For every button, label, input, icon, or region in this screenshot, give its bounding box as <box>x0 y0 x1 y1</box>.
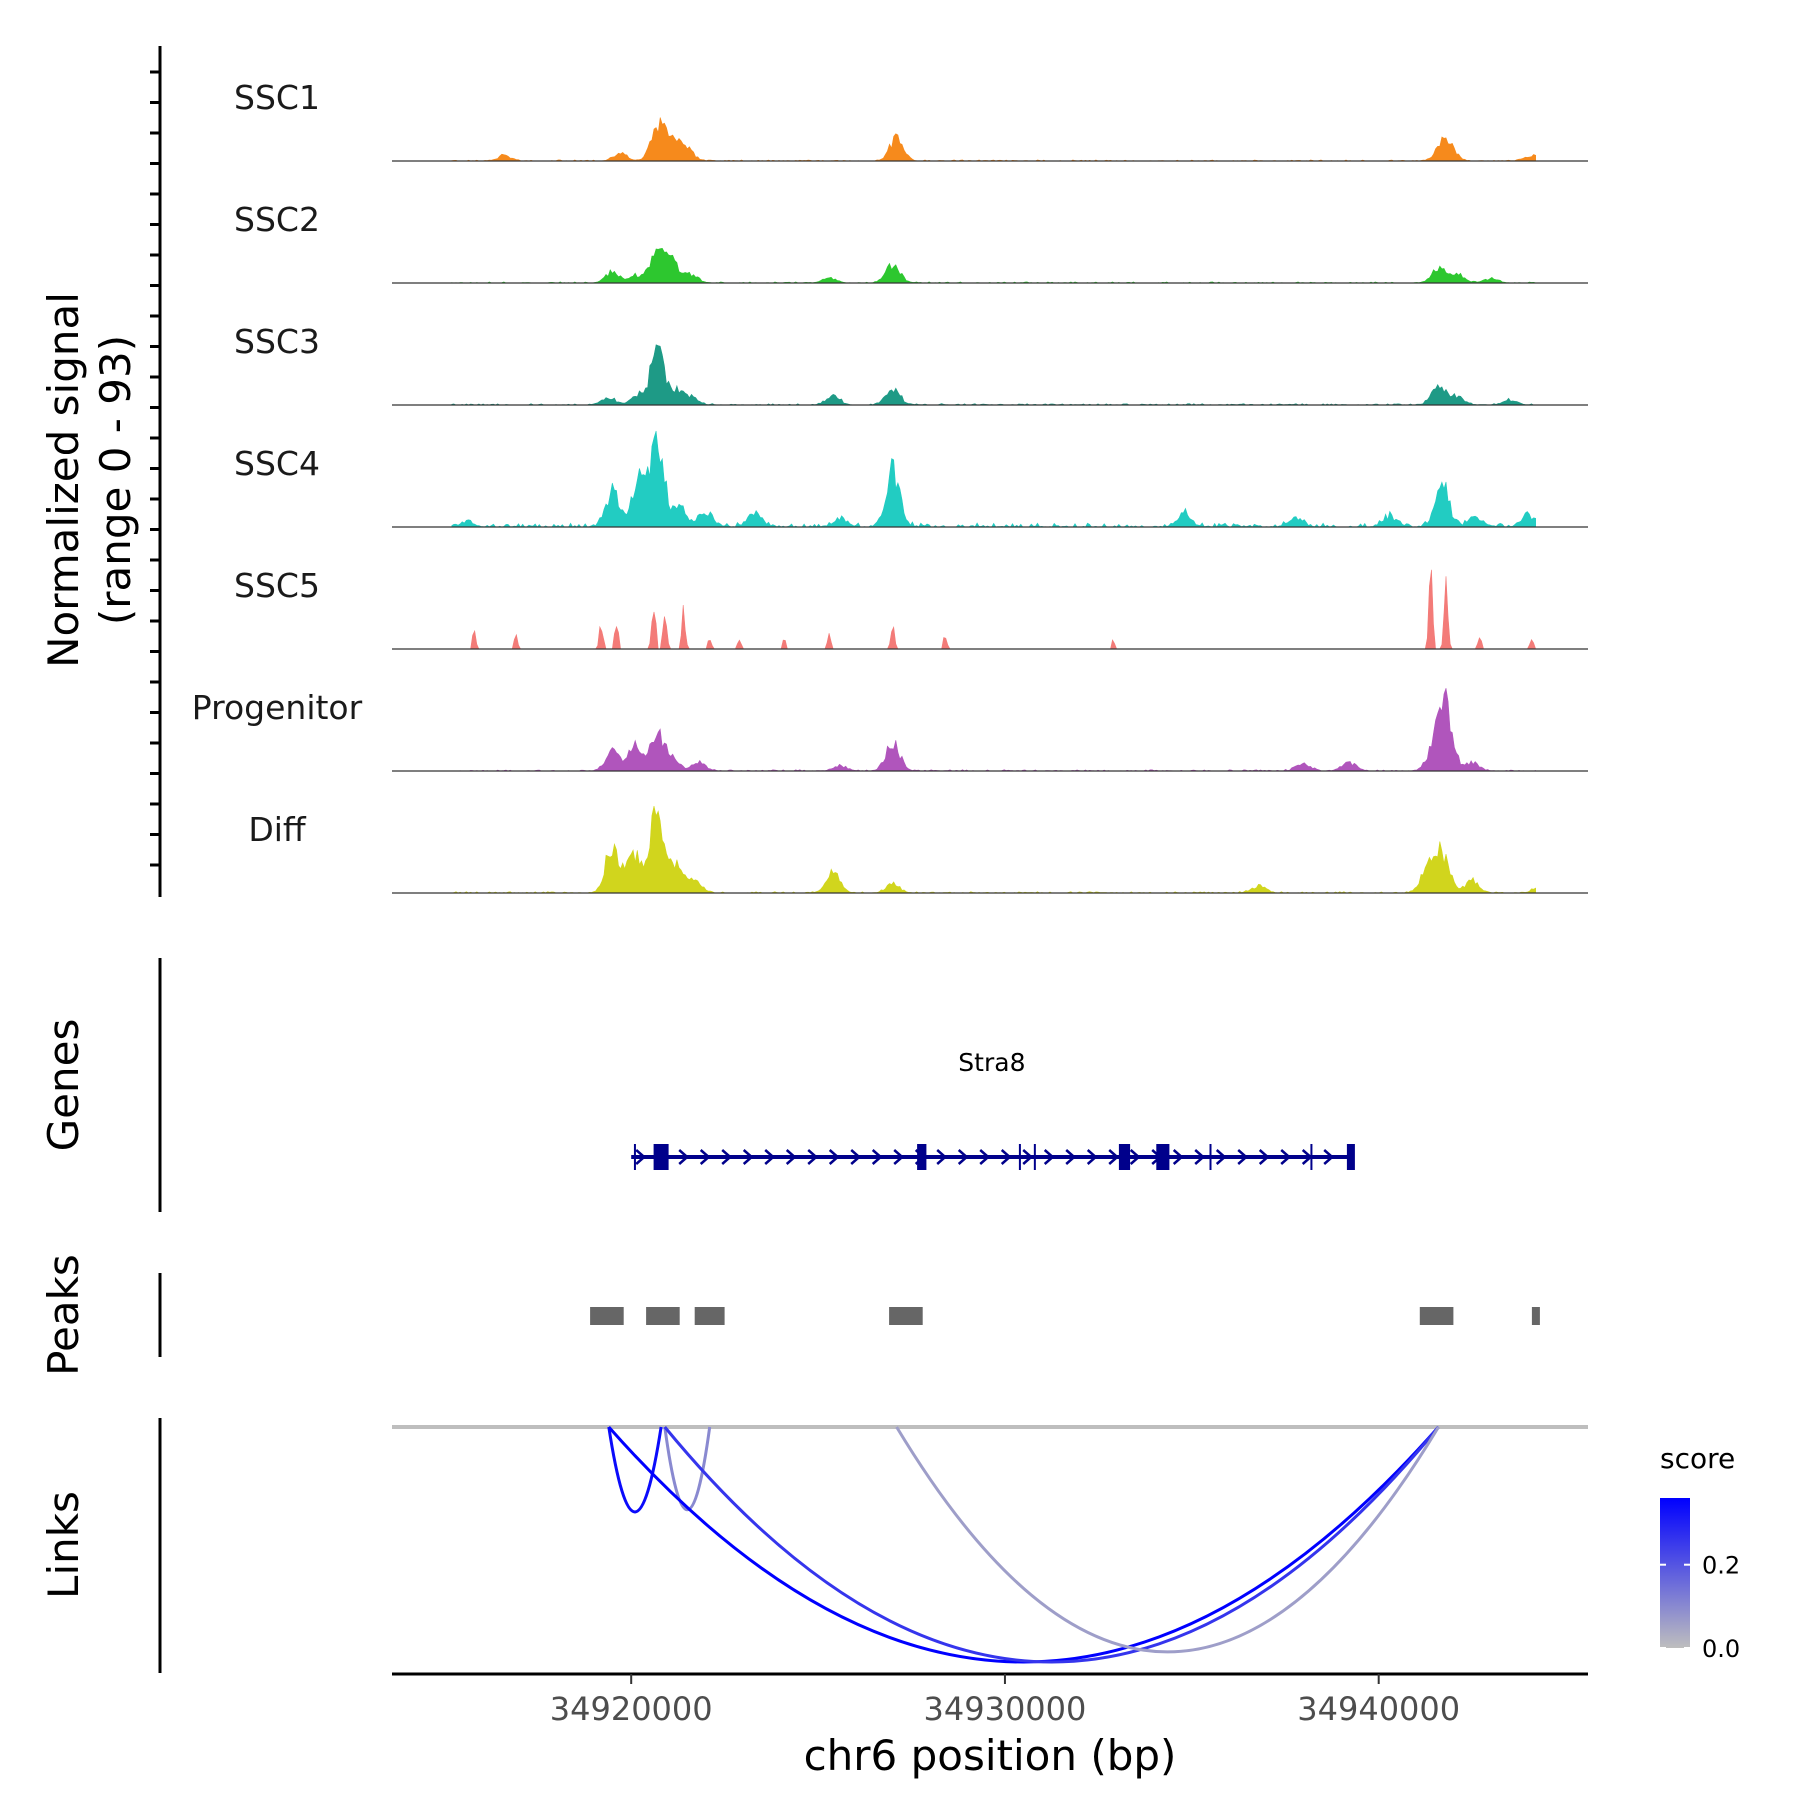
x-tick-label: 34930000 <box>924 1690 1087 1728</box>
track-label-ssc5: SSC5 <box>234 566 320 605</box>
strand-arrow <box>1022 1149 1034 1165</box>
peaks-panel: Peaks <box>39 1254 1540 1376</box>
peak-block <box>1419 1307 1454 1325</box>
coverage-track-ssc3: SSC3 <box>234 322 1588 406</box>
strand-arrow <box>1280 1149 1292 1165</box>
strand-arrow <box>1000 1149 1012 1165</box>
coverage-area-ssc3 <box>451 344 1536 406</box>
strand-arrow <box>828 1149 840 1165</box>
x-axis: 34920000 34930000 34940000 chr6 position (… <box>392 1672 1588 1780</box>
coverage-area-ssc4 <box>451 430 1536 528</box>
coverage-track-diff: Diff <box>248 806 1588 894</box>
peak-block <box>694 1307 725 1325</box>
gene-model <box>631 1144 1355 1170</box>
strand-arrow <box>1215 1149 1227 1165</box>
peak-block <box>590 1307 624 1325</box>
strand-arrow <box>1086 1149 1098 1165</box>
track-label-progenitor: Progenitor <box>192 688 363 727</box>
genes-panel: Genes Stra8 <box>39 958 1355 1212</box>
coverage-tracks: SSC1 SSC2 SSC3 SSC4 SSC5 Progenitor Diff <box>192 78 1588 894</box>
strand-arrow <box>742 1149 754 1165</box>
track-label-ssc4: SSC4 <box>234 444 320 483</box>
strand-arrow <box>807 1149 819 1165</box>
strand-arrow <box>936 1149 948 1165</box>
x-axis-title: chr6 position (bp) <box>804 1731 1177 1780</box>
coverage-track-ssc5: SSC5 <box>234 566 1588 650</box>
link-arc <box>663 1426 712 1512</box>
strand-arrow <box>1258 1149 1270 1165</box>
strand-arrow <box>678 1149 690 1165</box>
strand-arrow <box>871 1149 883 1165</box>
peaks-panel-title: Peaks <box>39 1254 88 1376</box>
strand-arrow <box>1129 1149 1141 1165</box>
legend-colorbar <box>1660 1498 1690 1648</box>
strand-arrow <box>764 1149 776 1165</box>
track-label-ssc3: SSC3 <box>234 322 320 361</box>
coverage-area-ssc5 <box>451 569 1537 650</box>
legend-ticks: 0.2 0.0 <box>1660 1552 1740 1663</box>
link-arcs <box>607 1426 1440 1664</box>
strand-arrow <box>721 1149 733 1165</box>
strand-arrow <box>1194 1149 1206 1165</box>
coverage-area-ssc2 <box>451 247 1536 284</box>
peak-blocks <box>590 1307 1540 1325</box>
coverage-track-ssc4: SSC4 <box>234 430 1588 528</box>
track-label-ssc1: SSC1 <box>234 78 320 117</box>
exon-block <box>917 1144 927 1170</box>
x-axis-ticks: 34920000 34930000 34940000 <box>550 1674 1460 1728</box>
coverage-y-axis-title-line1: Normalized signal <box>39 292 88 668</box>
coverage-area-ssc1 <box>451 117 1536 162</box>
gene-name-label: Stra8 <box>958 1048 1025 1077</box>
coverage-track-ssc2: SSC2 <box>234 200 1588 284</box>
strand-arrow <box>850 1149 862 1165</box>
peak-block <box>889 1307 923 1325</box>
strand-arrow <box>979 1149 991 1165</box>
link-arc <box>895 1426 1440 1654</box>
x-tick-label: 34940000 <box>1297 1690 1460 1728</box>
legend-title: score <box>1660 1442 1735 1475</box>
strand-arrow <box>785 1149 797 1165</box>
coverage-y-ticks <box>150 70 160 867</box>
score-legend: score 0.2 0.0 <box>1660 1442 1740 1663</box>
strand-arrow <box>1108 1149 1120 1165</box>
coverage-panel: Normalized signal (range 0 - 93) SSC1SSC… <box>39 46 1588 897</box>
strand-arrow <box>1323 1149 1335 1165</box>
strand-arrow <box>699 1149 711 1165</box>
links-panel-title: Links <box>39 1491 88 1599</box>
coverage-area-progenitor <box>451 688 1536 772</box>
legend-tick-label: 0.0 <box>1702 1635 1740 1663</box>
coverage-area-diff <box>451 806 1536 894</box>
coverage-track-ssc1: SSC1 <box>234 78 1588 162</box>
x-tick-label: 34920000 <box>550 1690 713 1728</box>
strand-arrow <box>893 1149 905 1165</box>
strand-arrow <box>635 1149 647 1165</box>
track-label-diff: Diff <box>248 810 307 849</box>
peak-block <box>1531 1307 1540 1325</box>
strand-arrow <box>1065 1149 1077 1165</box>
exon-block <box>1156 1144 1170 1170</box>
peak-block <box>646 1307 680 1325</box>
strand-arrow <box>1172 1149 1184 1165</box>
track-label-ssc2: SSC2 <box>234 200 320 239</box>
genes-panel-title: Genes <box>39 1019 88 1152</box>
strand-arrow <box>1237 1149 1249 1165</box>
strand-arrow <box>1043 1149 1055 1165</box>
link-arc <box>607 1426 1440 1664</box>
exon-block <box>1118 1144 1131 1170</box>
strand-arrow <box>957 1149 969 1165</box>
legend-tick-label: 0.2 <box>1702 1552 1740 1580</box>
exon-block <box>1346 1144 1355 1170</box>
link-arc <box>663 1426 1440 1664</box>
link-arc <box>607 1426 663 1514</box>
coverage-y-axis-title-line2: (range 0 - 93) <box>91 335 140 625</box>
coverage-track-progenitor: Progenitor <box>192 688 1588 772</box>
exon-block <box>653 1144 669 1170</box>
links-panel: Links <box>39 1418 1588 1673</box>
